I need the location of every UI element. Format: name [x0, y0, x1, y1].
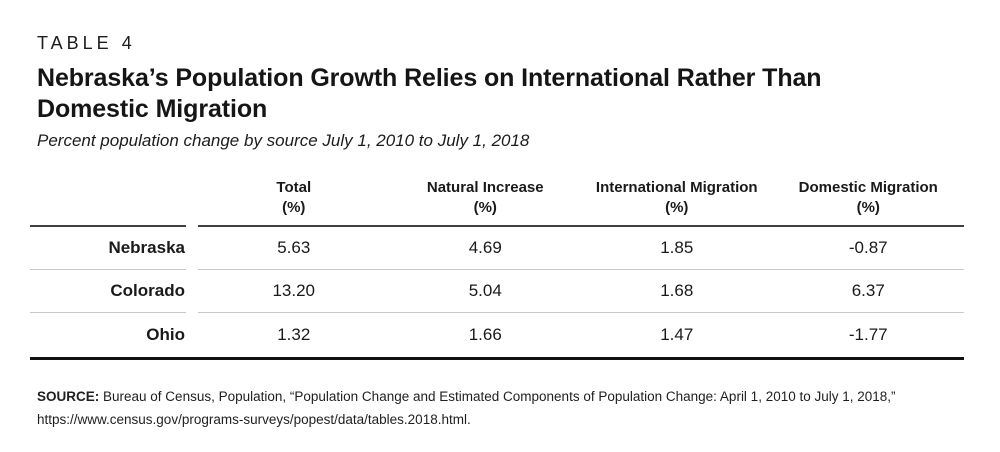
value-cell: 1.68 — [581, 270, 773, 314]
table-row: Nebraska 5.63 4.69 1.85 -0.87 — [30, 227, 964, 271]
column-header: Total (%) — [198, 178, 390, 228]
source-text: Bureau of Census, Population, “Populatio… — [37, 389, 896, 428]
column-gap-spacer — [186, 178, 198, 228]
source-note: SOURCE: Bureau of Census, Population, “P… — [37, 386, 939, 432]
table-row: Colorado 13.20 5.04 1.68 6.37 — [30, 270, 964, 314]
value-cell: 1.47 — [660, 325, 694, 345]
table-subtitle: Percent population change by source July… — [37, 130, 530, 150]
column-header-label: Natural Increase — [426, 178, 544, 196]
row-label: Nebraska — [30, 227, 186, 271]
column-header-unit: (%) — [665, 198, 689, 216]
row-label: Colorado — [30, 270, 186, 314]
table-header: Total (%) Natural Increase (%) International… — [30, 178, 964, 228]
value-cell: 1.66 — [468, 325, 502, 345]
table-title: Nebraska’s Population Growth Relies on I… — [37, 63, 822, 124]
value-cell: 13.20 — [198, 270, 390, 314]
value-cell: 1.85 — [581, 227, 773, 271]
column-header: Domestic Migration (%) — [772, 178, 964, 228]
value-cell: -0.87 — [772, 227, 964, 271]
column-header-unit: (%) — [473, 198, 497, 216]
value-cell: 5.04 — [389, 270, 581, 314]
header-label-cell-empty — [30, 178, 186, 228]
value-cell: -1.77 — [848, 325, 888, 345]
column-gap-spacer — [186, 227, 198, 269]
column-header-label: Total — [276, 178, 312, 196]
value-cell: 4.69 — [389, 227, 581, 271]
table-number-kicker: TABLE 4 — [37, 33, 136, 53]
table-header-row: Total (%) Natural Increase (%) International… — [30, 178, 964, 228]
value-cell: 1.32 — [277, 325, 311, 345]
column-header-label: Domestic Migration — [798, 178, 938, 196]
column-header-unit: (%) — [282, 198, 306, 216]
table-row: Ohio 1.32 1.66 1.47 -1.77 — [30, 313, 964, 357]
column-gap-spacer — [186, 313, 198, 357]
column-header-label: International Migration — [595, 178, 758, 196]
data-table: Total (%) Natural Increase (%) International… — [30, 178, 964, 361]
table-body: Nebraska 5.63 4.69 1.85 -0.87 Colorado 13.20 5.… — [30, 227, 964, 357]
value-cell: 6.37 — [772, 270, 964, 314]
column-header: Natural Increase (%) — [389, 178, 581, 228]
row-label: Ohio — [146, 325, 185, 345]
column-header: International Migration (%) — [581, 178, 773, 228]
column-gap-spacer — [186, 270, 198, 312]
column-header-unit: (%) — [856, 198, 880, 216]
value-cell: 5.63 — [198, 227, 390, 271]
source-label: SOURCE: — [37, 389, 100, 405]
